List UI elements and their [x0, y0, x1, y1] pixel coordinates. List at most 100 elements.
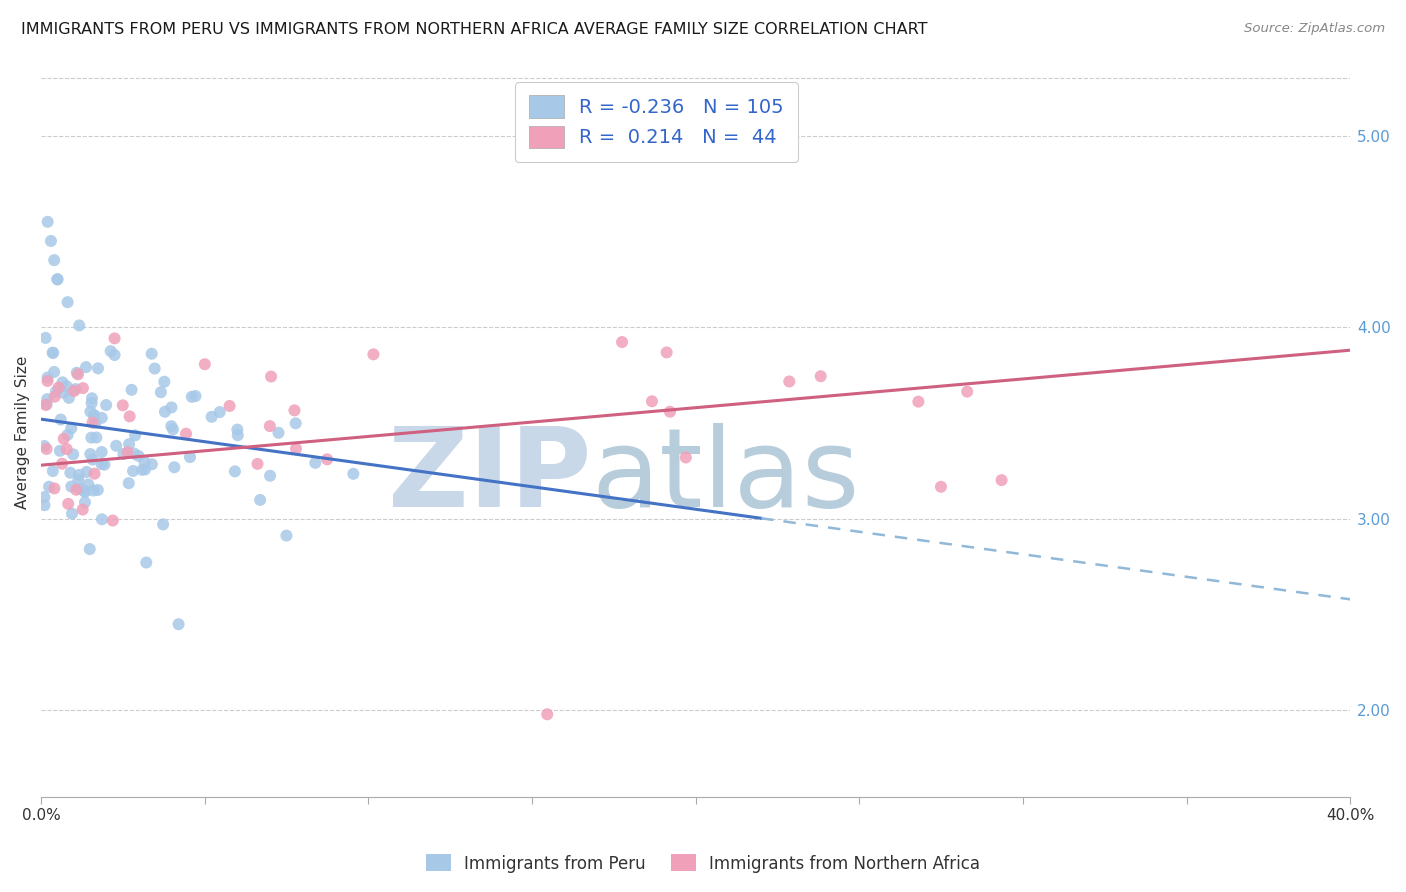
Point [87, 483, 110, 497]
Point [60, 507, 83, 521]
Point [82, 416, 104, 430]
Point [121, 383, 143, 397]
Point [990, 473, 1012, 487]
Point [163, 460, 186, 475]
Point [37, 374, 59, 388]
Point [69, 482, 91, 496]
Point [65, 483, 87, 497]
Point [79, 542, 101, 557]
Point [122, 464, 145, 478]
Text: atlas: atlas [591, 423, 859, 530]
Point [93, 458, 115, 472]
Point [48, 380, 70, 394]
Point [179, 450, 201, 464]
Point [67, 318, 90, 333]
Point [100, 344, 122, 359]
Point [75, 360, 97, 375]
Point [86, 431, 108, 445]
Point [52, 432, 75, 446]
Point [63, 384, 86, 398]
Point [208, 405, 231, 419]
Point [259, 419, 281, 434]
Point [45, 384, 67, 399]
Point [72, 381, 94, 395]
Point [907, 394, 929, 409]
Point [77, 477, 100, 491]
Point [90, 410, 112, 425]
Point [65, 382, 87, 396]
Point [118, 437, 141, 451]
Point [41, 345, 63, 359]
Point [76, 465, 98, 479]
Point [259, 468, 281, 483]
Point [226, 423, 249, 437]
Point [56, 295, 79, 310]
Point [90, 512, 112, 526]
Point [135, 556, 157, 570]
Point [72, 502, 94, 516]
Point [87, 361, 110, 376]
Point [124, 428, 146, 442]
Point [143, 361, 166, 376]
Point [44, 390, 66, 404]
Point [304, 456, 326, 470]
Point [152, 517, 174, 532]
Point [62, 447, 84, 461]
Point [131, 463, 153, 477]
Point [810, 369, 832, 384]
Point [79, 447, 101, 461]
Point [34, 490, 56, 504]
Text: ZIP: ZIP [388, 423, 591, 530]
Point [46, 272, 69, 286]
Point [82, 452, 104, 467]
Point [67, 467, 90, 482]
Point [536, 707, 558, 722]
Point [249, 492, 271, 507]
Point [56, 428, 79, 442]
Point [58, 391, 80, 405]
Point [59, 466, 82, 480]
Point [39, 234, 62, 248]
Point [659, 405, 682, 419]
Point [675, 450, 697, 465]
Point [37, 215, 59, 229]
Point [34, 331, 56, 345]
Point [118, 476, 141, 491]
Point [42, 464, 65, 478]
Point [49, 443, 72, 458]
Point [260, 369, 283, 384]
Point [80, 392, 103, 406]
Point [51, 457, 73, 471]
Point [128, 449, 150, 463]
Point [267, 425, 290, 440]
Point [46, 272, 69, 286]
Text: Source: ZipAtlas.com: Source: ZipAtlas.com [1244, 22, 1385, 36]
Point [224, 464, 246, 478]
Point [141, 347, 163, 361]
Point [67, 473, 90, 487]
Point [73, 484, 96, 499]
Point [44, 365, 66, 379]
Point [134, 455, 156, 469]
Point [80, 431, 103, 445]
Point [363, 347, 385, 361]
Point [83, 409, 105, 423]
Point [160, 401, 183, 415]
Point [929, 480, 952, 494]
Point [956, 384, 979, 399]
Point [194, 357, 217, 371]
Point [37, 392, 59, 406]
Point [122, 446, 145, 460]
Point [283, 403, 305, 417]
Point [342, 467, 364, 481]
Point [117, 445, 139, 459]
Point [44, 253, 66, 268]
Point [90, 457, 112, 471]
Text: IMMIGRANTS FROM PERU VS IMMIGRANTS FROM NORTHERN AFRICA AVERAGE FAMILY SIZE CORR: IMMIGRANTS FROM PERU VS IMMIGRANTS FROM … [21, 22, 928, 37]
Point [35, 398, 58, 412]
Point [58, 497, 80, 511]
Point [66, 368, 89, 382]
Point [35, 397, 58, 411]
Point [180, 390, 202, 404]
Point [226, 428, 249, 442]
